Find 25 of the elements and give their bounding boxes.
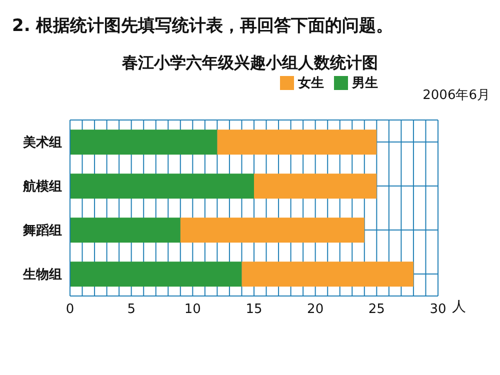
chart-subtitle: 2. 根据统计图先填写统计表，再回答下面的问题。 (11, 15, 394, 38)
y-tick-label: 舞蹈组 (22, 224, 62, 239)
legend-label: 女生 (298, 76, 324, 91)
bar (242, 262, 414, 287)
x-tick-label: 25 (368, 302, 385, 318)
x-tick-label: 20 (307, 302, 324, 318)
x-tick-label: 30 (430, 302, 446, 318)
y-tick-label: 美术组 (22, 134, 62, 151)
x-axis-title: 人 (452, 298, 466, 316)
bar (180, 218, 364, 243)
y-tick-label: 生物组 (22, 268, 62, 283)
bar (70, 130, 218, 155)
y-tick-label: 航模组 (22, 178, 62, 195)
x-tick-label: 15 (246, 302, 262, 318)
chart-title: 春江小学六年级兴趣小组人数统计图 (121, 53, 379, 74)
bar (217, 130, 377, 155)
text: 2006年6月 (422, 87, 490, 104)
x-tick-label: 5 (127, 302, 136, 318)
legend-label: 男生 (352, 76, 378, 91)
x-tick-label: 0 (66, 302, 74, 318)
bar (70, 262, 242, 287)
bar (254, 174, 377, 199)
bar (70, 218, 180, 243)
x-tick-label: 10 (184, 302, 201, 318)
bar (70, 174, 254, 199)
